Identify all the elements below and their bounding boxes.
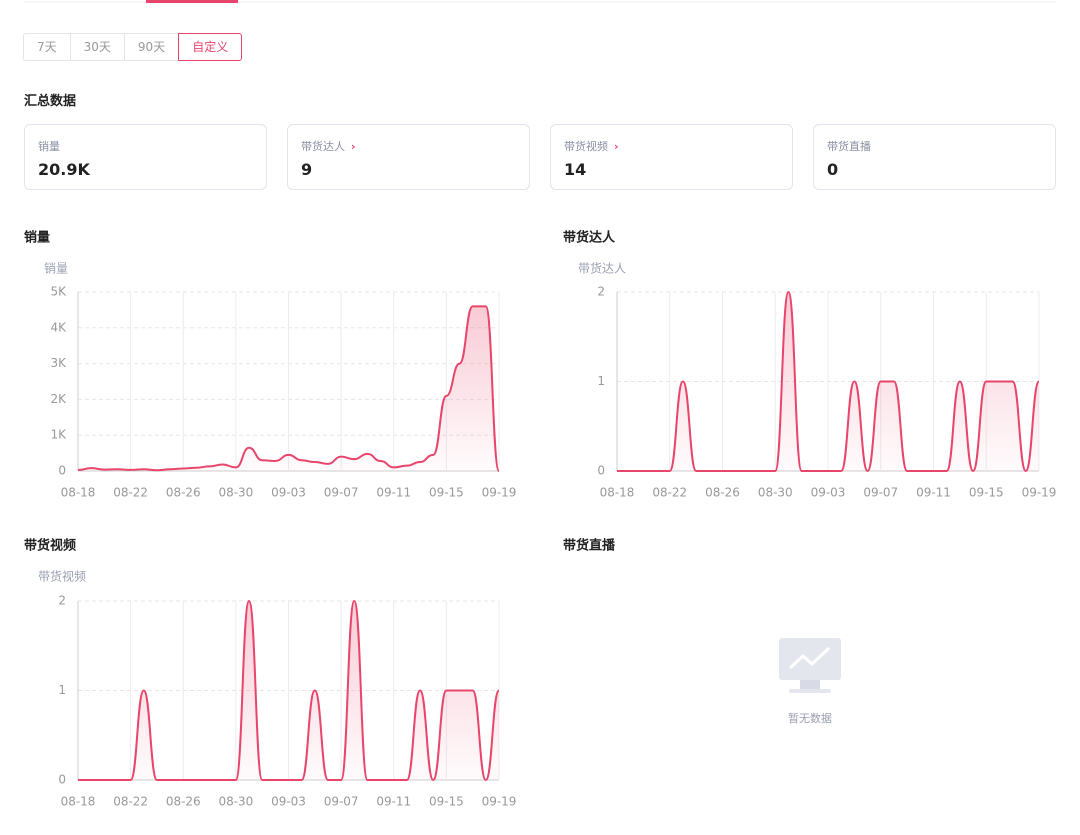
empty-icon	[779, 638, 841, 693]
card-label: 带货达人	[301, 140, 345, 153]
card-label-wrap: 带货直播	[827, 138, 871, 154]
x-tick-label: 08-30	[218, 486, 253, 500]
x-tick-label: 08-22	[113, 795, 148, 809]
card-value: 9	[301, 160, 313, 179]
y-tick-label: 0	[58, 464, 66, 478]
x-tick-label: 09-03	[271, 486, 306, 500]
x-tick-label: 09-19	[482, 795, 517, 809]
tab[interactable]: 自定义	[178, 33, 243, 61]
x-tick-label: 08-30	[218, 795, 253, 809]
y-tick-label: 2	[597, 285, 605, 299]
card-value: 14	[564, 160, 587, 179]
card-label-wrap: 销量	[38, 138, 60, 154]
tab[interactable]: 30天	[69, 33, 125, 61]
y-tick-label: 2K	[50, 392, 67, 406]
x-tick-label: 09-07	[324, 795, 359, 809]
x-tick-label: 09-11	[376, 486, 411, 500]
chart-title: 带货达人	[563, 230, 616, 246]
summary-card[interactable]: 带货视频 › 14	[550, 124, 793, 190]
x-tick-label: 08-26	[705, 486, 740, 500]
y-tick-label: 0	[597, 464, 605, 478]
summary-card: 带货直播 0	[813, 124, 1056, 190]
x-tick-label: 09-15	[429, 795, 464, 809]
panel-title: 带货直播	[563, 538, 616, 554]
card-label: 带货直播	[827, 140, 871, 153]
x-tick-label: 09-03	[271, 795, 306, 809]
x-tick-label: 08-26	[166, 795, 201, 809]
tab[interactable]: 7天	[23, 33, 71, 61]
x-tick-label: 09-07	[324, 486, 359, 500]
x-tick-label: 08-22	[652, 486, 687, 500]
x-tick-label: 09-19	[482, 486, 517, 500]
active-tab-indicator	[146, 0, 238, 3]
axis-title: 带货视频	[38, 569, 86, 584]
axis-title: 带货达人	[578, 261, 626, 276]
x-tick-label: 08-22	[113, 486, 148, 500]
card-value: 0	[827, 160, 839, 179]
x-tick-label: 08-30	[758, 486, 793, 500]
card-arrow: ›	[614, 140, 619, 153]
area	[617, 292, 1039, 471]
summary-card: 销量 20.9K	[24, 124, 267, 190]
card-arrow: ›	[351, 140, 356, 153]
chart-title: 销量	[24, 230, 50, 246]
area	[78, 306, 499, 471]
card-label-wrap: 带货达人 ›	[301, 138, 356, 154]
line	[78, 599, 500, 782]
y-tick-label: 1	[58, 683, 66, 697]
x-tick-label: 09-03	[811, 486, 846, 500]
x-tick-label: 09-15	[429, 486, 464, 500]
line	[617, 290, 1040, 473]
x-tick-label: 09-15	[969, 486, 1004, 500]
x-tick-label: 09-19	[1022, 486, 1057, 500]
empty-message: 暂无数据	[788, 711, 832, 725]
area	[78, 601, 499, 780]
summary-card[interactable]: 带货达人 › 9	[287, 124, 530, 190]
line	[77, 305, 500, 472]
section-title: 汇总数据	[24, 94, 77, 109]
x-tick-label: 09-11	[376, 795, 411, 809]
y-tick-label: 0	[58, 773, 66, 787]
x-tick-label: 09-07	[863, 486, 898, 500]
x-tick-label: 08-26	[166, 486, 201, 500]
card-label: 销量	[38, 140, 60, 153]
x-tick-label: 08-18	[600, 486, 635, 500]
tabs: 7天 30天 90天 自定义	[23, 33, 243, 61]
x-tick-label: 09-11	[916, 486, 951, 500]
y-tick-label: 1K	[50, 428, 67, 442]
y-tick-label: 2	[58, 594, 66, 608]
tab[interactable]: 90天	[123, 33, 180, 61]
y-tick-label: 3K	[50, 356, 67, 370]
card-label-wrap: 带货视频 ›	[564, 138, 619, 154]
card-label: 带货视频	[564, 140, 608, 153]
axis-title: 销量	[44, 262, 68, 276]
y-tick-label: 1	[597, 374, 605, 388]
y-tick-label: 4K	[50, 320, 67, 334]
x-tick-label: 08-18	[61, 486, 96, 500]
chart-title: 带货视频	[24, 538, 76, 554]
x-tick-label: 08-18	[61, 795, 96, 809]
card-value: 20.9K	[38, 160, 90, 179]
y-tick-label: 5K	[50, 285, 67, 299]
